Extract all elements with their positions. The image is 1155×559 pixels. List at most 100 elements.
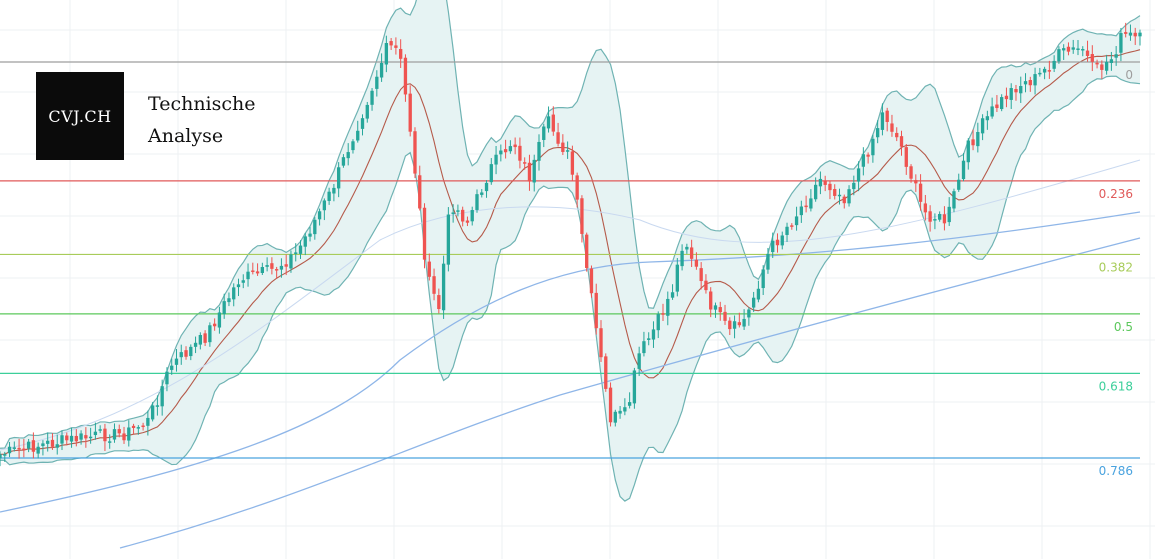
candle-body [461,209,465,222]
candle-body [1057,49,1061,62]
candle-body [146,417,150,426]
candle-body [489,164,493,183]
candle-body [980,118,985,134]
candle-body [332,187,336,194]
candle-body [885,110,889,122]
candle-body [637,353,641,369]
candle-body [127,427,131,441]
candle-body [1000,97,1004,110]
candle-body [189,346,193,357]
candle-body [446,214,451,265]
candle-body [952,191,956,209]
candle-body [284,264,288,267]
candle-body [756,288,761,300]
candle-body [995,104,999,109]
candle-body [441,263,446,311]
candle-body [923,203,928,213]
candle-body [480,192,484,195]
candle-body [608,387,613,423]
candle-body [117,429,121,434]
candle-body [84,435,88,439]
candle-body [551,114,555,132]
candle-body [647,338,651,340]
candle-body [718,307,722,313]
candle-body [532,159,536,183]
candle-body [141,425,145,428]
candle-body [451,212,455,214]
candle-body [875,128,880,138]
candle-body [837,194,842,197]
candle-body [818,178,823,187]
candle-body [866,154,870,157]
candle-body [523,162,527,164]
brand-title-line1: Technische [148,93,256,115]
candle-body [36,446,40,454]
candle-body [184,350,188,357]
candle-body [1076,48,1080,50]
candle-body [160,386,164,407]
candle-body [847,189,851,204]
candle-body [1042,68,1047,73]
candle-body [274,269,279,271]
candle-body [823,180,827,185]
candle-body [108,441,112,443]
candle-body [1138,32,1142,37]
candle-body [327,191,331,201]
candle-body [22,448,26,451]
candle-body [1047,70,1052,72]
candle-body [618,410,622,414]
candle-body [55,444,59,448]
ma-short-line [0,159,1141,451]
candle-body [933,219,937,221]
candle-body [255,271,260,274]
candle-body [1085,50,1090,56]
candle-body [241,280,245,283]
candle-body [217,312,222,328]
candle-body [585,234,589,268]
candle-body [556,132,560,144]
candle-body [65,435,69,441]
candles [0,22,1142,467]
candle-body [356,130,360,141]
candle-body [17,447,21,450]
candle-body [723,311,727,321]
candle-body [1090,54,1094,62]
fib-label-0: 0 [1125,68,1133,82]
candle-body [632,370,637,404]
candle-body [699,268,703,282]
candle-body [1071,47,1075,50]
candle-body [365,104,369,119]
candle-body [895,132,899,138]
candle-body [704,280,708,291]
candle-body [918,183,923,202]
candle-body [131,425,136,428]
fib-label-4: 0.618 [1099,379,1133,393]
candle-body [1033,74,1037,86]
candle-body [518,145,522,161]
candle-body [689,247,694,259]
candle-body [909,166,913,179]
candle-body [1114,54,1118,58]
candle-body [3,454,7,456]
candle-body [599,328,603,358]
candle-body [0,454,2,459]
band-fill [0,0,1140,502]
candle-body [422,207,427,260]
candle-body [375,76,379,89]
candle-body [341,157,346,166]
candle-body [155,405,160,407]
candle-body [399,48,403,59]
candle-body [1124,32,1128,34]
candle-body [93,431,98,436]
candle-body [7,446,12,454]
candle-body [508,146,513,152]
candle-body [379,62,384,78]
candle-body [1066,46,1071,52]
candle-body [1052,60,1056,69]
moving-averages [0,159,1141,549]
candle-body [623,407,627,412]
candle-body [179,352,183,358]
candle-body [360,118,365,129]
candle-body [289,254,293,269]
candle-body [270,263,274,269]
